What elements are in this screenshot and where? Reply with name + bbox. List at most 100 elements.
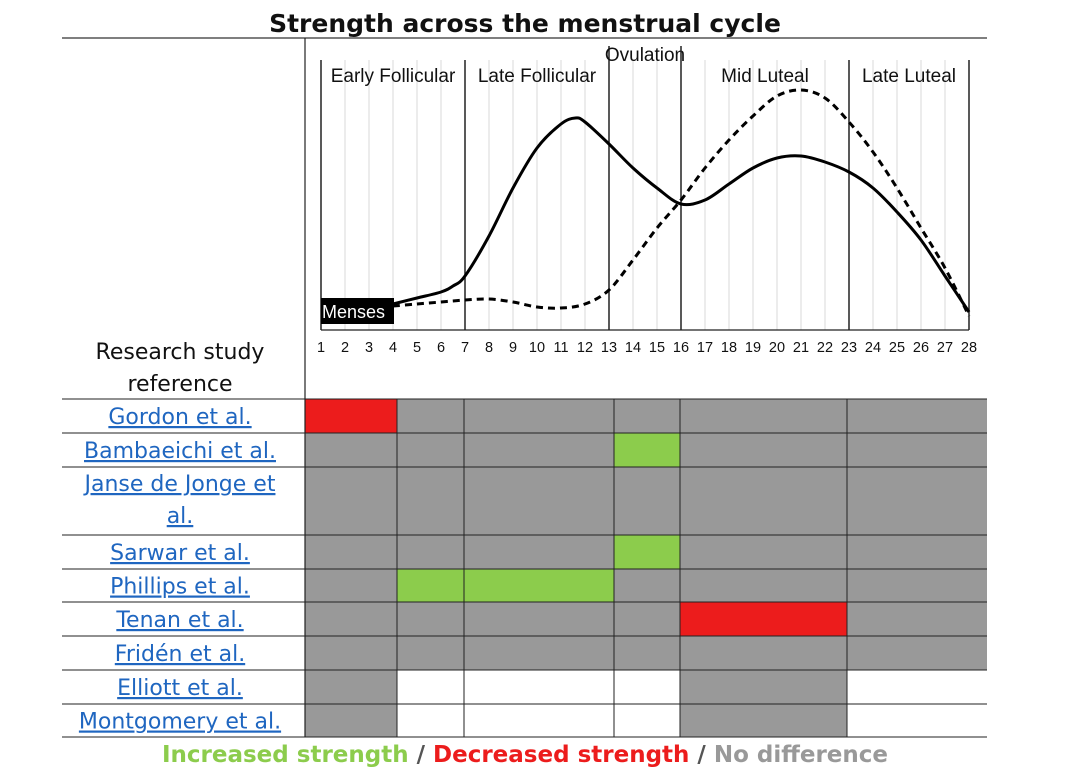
cell-montgomery-et-al-late-follicular bbox=[464, 704, 614, 737]
x-tick-3: 3 bbox=[365, 340, 373, 356]
x-tick-7: 7 bbox=[461, 340, 469, 356]
study-link-sarwar-et-al[interactable]: Sarwar et al. bbox=[110, 541, 250, 566]
cell-bambaeichi-et-al-ovulation bbox=[614, 433, 680, 467]
cell-phillips-et-al-early-follicular bbox=[397, 569, 464, 602]
chart-title: Strength across the menstrual cycle bbox=[269, 9, 781, 38]
cell-bambaeichi-et-al-mid-luteal bbox=[680, 433, 847, 467]
menses-label: Menses bbox=[322, 302, 385, 322]
phase-label-early-follicular: Early Follicular bbox=[331, 66, 456, 87]
x-tick-4: 4 bbox=[389, 340, 397, 356]
x-tick-1: 1 bbox=[317, 340, 325, 356]
cell-sarwar-et-al-late-follicular bbox=[464, 535, 614, 569]
x-tick-6: 6 bbox=[437, 340, 445, 356]
legend-separator-2: / bbox=[689, 742, 713, 768]
cell-tenan-et-al-menses bbox=[305, 602, 397, 636]
x-tick-14: 14 bbox=[625, 340, 641, 356]
x-tick-11: 11 bbox=[553, 340, 568, 356]
cell-janse-de-jonge-et-al-late-luteal bbox=[847, 467, 987, 535]
cell-elliott-et-al-early-follicular bbox=[397, 670, 464, 704]
cell-elliott-et-al-ovulation bbox=[614, 670, 680, 704]
cell-frid-n-et-al-menses bbox=[305, 636, 397, 670]
cell-bambaeichi-et-al-late-follicular bbox=[464, 433, 614, 467]
x-tick-20: 20 bbox=[769, 340, 785, 356]
x-tick-13: 13 bbox=[601, 340, 617, 356]
study-link-gordon-et-al[interactable]: Gordon et al. bbox=[108, 405, 251, 430]
cell-phillips-et-al-late-follicular bbox=[464, 569, 614, 602]
cell-phillips-et-al-ovulation bbox=[614, 569, 680, 602]
study-link-elliott-et-al[interactable]: Elliott et al. bbox=[117, 676, 243, 701]
cell-elliott-et-al-mid-luteal bbox=[680, 670, 847, 704]
cell-elliott-et-al-late-follicular bbox=[464, 670, 614, 704]
x-tick-2: 2 bbox=[341, 340, 349, 356]
study-link-tenan-et-al[interactable]: Tenan et al. bbox=[115, 608, 243, 633]
cell-tenan-et-al-early-follicular bbox=[397, 602, 464, 636]
cell-frid-n-et-al-mid-luteal bbox=[680, 636, 847, 670]
cell-montgomery-et-al-late-luteal bbox=[847, 704, 987, 737]
cell-gordon-et-al-late-luteal bbox=[847, 399, 987, 433]
cell-phillips-et-al-menses bbox=[305, 569, 397, 602]
cell-phillips-et-al-mid-luteal bbox=[680, 569, 847, 602]
cell-phillips-et-al-late-luteal bbox=[847, 569, 987, 602]
x-tick-25: 25 bbox=[889, 340, 905, 356]
x-tick-18: 18 bbox=[721, 340, 737, 356]
x-tick-24: 24 bbox=[865, 340, 881, 356]
cell-tenan-et-al-ovulation bbox=[614, 602, 680, 636]
legend-item-increased-strength: Increased strength bbox=[162, 742, 409, 768]
legend-item-decreased-strength: Decreased strength bbox=[433, 742, 689, 768]
cell-frid-n-et-al-ovulation bbox=[614, 636, 680, 670]
cell-tenan-et-al-mid-luteal bbox=[680, 602, 847, 636]
cell-janse-de-jonge-et-al-late-follicular bbox=[464, 467, 614, 535]
study-link-janse-de-jonge-et-al-line-2[interactable]: al. bbox=[167, 504, 194, 529]
hormone-chart: Early Follicular Late Follicular Ovulation… bbox=[317, 45, 977, 356]
strength-table: Research study reference Gordon et al. Bamb… bbox=[62, 38, 987, 738]
x-tick-19: 19 bbox=[745, 340, 761, 356]
cell-janse-de-jonge-et-al-ovulation bbox=[614, 467, 680, 535]
x-tick-12: 12 bbox=[577, 340, 593, 356]
legend: Increased strength / Decreased strength … bbox=[162, 742, 888, 768]
series-line-estrogen bbox=[392, 116, 971, 313]
row-header-line-1: Research study bbox=[96, 340, 265, 365]
cell-gordon-et-al-early-follicular bbox=[397, 399, 464, 433]
x-tick-28: 28 bbox=[961, 340, 977, 356]
phase-label-mid-luteal: Mid Luteal bbox=[721, 66, 809, 87]
cell-frid-n-et-al-early-follicular bbox=[397, 636, 464, 670]
cell-gordon-et-al-menses bbox=[305, 399, 397, 433]
study-link-bambaeichi-et-al[interactable]: Bambaeichi et al. bbox=[84, 439, 276, 464]
study-link-montgomery-et-al[interactable]: Montgomery et al. bbox=[79, 710, 281, 735]
study-link-phillips-et-al[interactable]: Phillips et al. bbox=[110, 575, 250, 600]
cell-montgomery-et-al-mid-luteal bbox=[680, 704, 847, 737]
x-tick-21: 21 bbox=[793, 340, 809, 356]
cell-gordon-et-al-late-follicular bbox=[464, 399, 614, 433]
x-tick-8: 8 bbox=[485, 340, 493, 356]
menses-box bbox=[321, 298, 394, 324]
cell-janse-de-jonge-et-al-early-follicular bbox=[397, 467, 464, 535]
cell-elliott-et-al-late-luteal bbox=[847, 670, 987, 704]
cell-montgomery-et-al-early-follicular bbox=[397, 704, 464, 737]
cell-tenan-et-al-late-luteal bbox=[847, 602, 987, 636]
x-tick-10: 10 bbox=[529, 340, 545, 356]
cell-gordon-et-al-mid-luteal bbox=[680, 399, 847, 433]
study-link-janse-de-jonge-et-al-line-1[interactable]: Janse de Jonge et bbox=[83, 472, 276, 497]
legend-separator-1: / bbox=[409, 742, 433, 768]
x-tick-5: 5 bbox=[413, 340, 421, 356]
x-tick-17: 17 bbox=[697, 340, 713, 356]
cell-gordon-et-al-ovulation bbox=[614, 399, 680, 433]
series-line-progesterone bbox=[392, 88, 971, 317]
cell-montgomery-et-al-ovulation bbox=[614, 704, 680, 737]
phase-label-late-follicular: Late Follicular bbox=[478, 66, 597, 87]
cell-montgomery-et-al-menses bbox=[305, 704, 397, 737]
row-header-line-2: reference bbox=[127, 372, 232, 397]
x-tick-27: 27 bbox=[937, 340, 953, 356]
cell-sarwar-et-al-mid-luteal bbox=[680, 535, 847, 569]
cell-sarwar-et-al-ovulation bbox=[614, 535, 680, 569]
cell-bambaeichi-et-al-late-luteal bbox=[847, 433, 987, 467]
cell-frid-n-et-al-late-luteal bbox=[847, 636, 987, 670]
study-link-frid-n-et-al[interactable]: Fridén et al. bbox=[115, 642, 245, 667]
phase-label-late-luteal: Late Luteal bbox=[862, 66, 956, 87]
cell-bambaeichi-et-al-menses bbox=[305, 433, 397, 467]
cell-janse-de-jonge-et-al-menses bbox=[305, 467, 397, 535]
legend-item-no-difference: No difference bbox=[714, 742, 888, 768]
cell-sarwar-et-al-late-luteal bbox=[847, 535, 987, 569]
cell-sarwar-et-al-early-follicular bbox=[397, 535, 464, 569]
